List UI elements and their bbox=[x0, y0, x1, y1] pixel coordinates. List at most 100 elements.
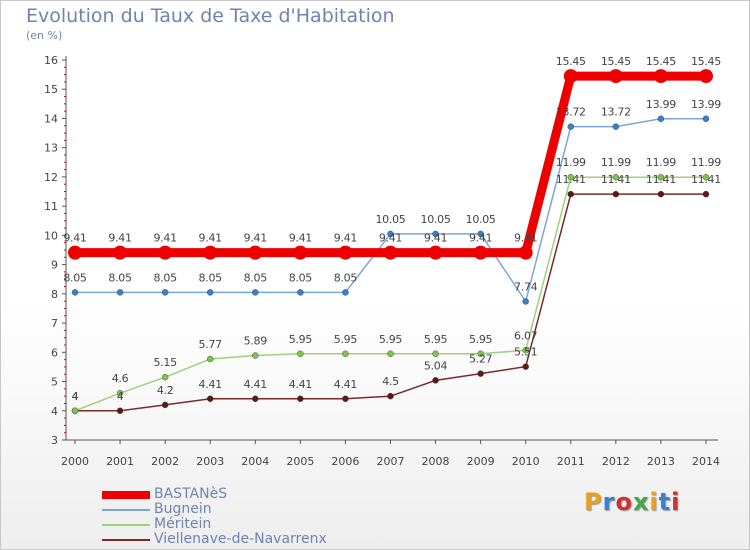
data-label: 4.41 bbox=[244, 378, 267, 391]
series-marker bbox=[608, 69, 623, 84]
legend-swatch-viellenave bbox=[102, 538, 150, 541]
data-label: 7.74 bbox=[514, 280, 538, 293]
series-marker bbox=[297, 289, 304, 296]
series-marker bbox=[518, 245, 533, 260]
data-label: 4 bbox=[72, 390, 79, 403]
data-label: 13.99 bbox=[691, 98, 721, 111]
data-label: 9.41 bbox=[469, 232, 492, 245]
series-marker bbox=[473, 245, 488, 260]
series-marker bbox=[657, 190, 665, 198]
y-tick-label: 15 bbox=[44, 83, 58, 96]
series-marker bbox=[252, 352, 259, 359]
legend-label-bugnein: Bugnein bbox=[154, 501, 212, 517]
legend-item-bastanes: BASTANèS bbox=[102, 487, 327, 502]
data-label: 5.95 bbox=[424, 333, 448, 346]
series-marker bbox=[387, 350, 394, 357]
data-label: 5.15 bbox=[153, 356, 177, 369]
data-label: 8.05 bbox=[334, 271, 358, 284]
legend-swatch-bugnein bbox=[102, 508, 150, 511]
y-tick-label: 14 bbox=[44, 112, 58, 125]
x-tick-label: 2009 bbox=[467, 455, 495, 468]
series-marker bbox=[477, 350, 484, 357]
x-tick-label: 2011 bbox=[557, 455, 585, 468]
y-tick-label: 6 bbox=[51, 346, 58, 359]
series-marker bbox=[657, 174, 665, 181]
chart-title: Evolution du Taux de Taxe d'Habitation bbox=[26, 5, 395, 27]
x-tick-label: 2000 bbox=[61, 455, 89, 468]
series-marker bbox=[432, 377, 439, 384]
y-tick-label: 9 bbox=[51, 259, 58, 272]
legend-label-viellenave: Viellenave-de-Navarrenx bbox=[154, 531, 327, 547]
data-label: 9.41 bbox=[289, 232, 312, 245]
data-label: 9.41 bbox=[199, 232, 222, 245]
data-label: 4.41 bbox=[334, 378, 357, 391]
series-marker bbox=[161, 401, 169, 409]
axes: 3 4 5 6 7 8 9 10 11 12 13 14 15 16 2000 2001 2002 2003 200… bbox=[44, 54, 720, 468]
series-marker bbox=[432, 350, 439, 357]
data-label: 4.41 bbox=[199, 378, 222, 391]
series-marker bbox=[567, 190, 574, 198]
data-label: 15.45 bbox=[556, 55, 586, 68]
series-marker bbox=[297, 395, 304, 402]
logo-letter: x bbox=[632, 488, 650, 516]
data-label: 4 bbox=[117, 390, 124, 403]
data-label: 15.45 bbox=[646, 55, 676, 68]
series-marker bbox=[698, 69, 713, 84]
y-tick-label: 11 bbox=[44, 200, 58, 213]
data-label: 15.45 bbox=[691, 55, 721, 68]
series-marker bbox=[203, 245, 218, 260]
series-marker bbox=[68, 245, 82, 260]
data-label: 9.41 bbox=[424, 232, 447, 245]
logo-letter: P bbox=[584, 488, 603, 516]
series-marker bbox=[567, 123, 574, 130]
y-tick-label: 3 bbox=[51, 434, 58, 447]
series-marker bbox=[522, 347, 529, 354]
series-marker bbox=[563, 69, 578, 84]
legend-label-meritein: Méritein bbox=[154, 516, 212, 532]
data-label: 5.95 bbox=[334, 333, 358, 346]
y-tick-label: 12 bbox=[44, 171, 58, 184]
series-marker bbox=[293, 245, 308, 260]
legend-item-viellenave: Viellenave-de-Navarrenx bbox=[102, 532, 327, 547]
legend-label-bastanes: BASTANèS bbox=[154, 486, 228, 502]
series-marker bbox=[522, 363, 529, 370]
legend-swatch-bastanes bbox=[102, 490, 150, 499]
x-tick-label: 2006 bbox=[331, 455, 359, 468]
legend-swatch-meritein bbox=[102, 523, 150, 526]
data-label: 10.05 bbox=[375, 213, 405, 226]
x-tick-label: 2012 bbox=[602, 455, 630, 468]
series-marker bbox=[567, 174, 574, 181]
y-tick-label: 16 bbox=[44, 54, 58, 67]
series-marker bbox=[477, 370, 484, 377]
series-marker bbox=[161, 373, 169, 381]
chart-subtitle: (en %) bbox=[26, 29, 63, 42]
proxiti-logo: Proxiti bbox=[584, 488, 680, 516]
data-label: 11.99 bbox=[646, 156, 676, 169]
series-marker bbox=[383, 245, 398, 260]
series-marker bbox=[297, 350, 304, 357]
series-marker bbox=[657, 115, 665, 122]
x-tick-label: 2010 bbox=[512, 455, 540, 468]
series-marker bbox=[612, 123, 620, 130]
logo-letter: i bbox=[671, 488, 681, 516]
data-label: 5.89 bbox=[244, 335, 268, 348]
data-label: 10.05 bbox=[421, 213, 451, 226]
series-marker bbox=[252, 395, 259, 402]
series-marker bbox=[252, 289, 259, 296]
logo-letter: o bbox=[615, 488, 633, 516]
series-marker bbox=[612, 174, 620, 181]
data-label: 5.27 bbox=[469, 353, 493, 366]
data-label: 5.95 bbox=[379, 333, 403, 346]
data-label: 13.72 bbox=[556, 106, 586, 119]
data-label: 9.41 bbox=[334, 232, 357, 245]
data-label: 9.41 bbox=[63, 232, 86, 245]
y-tick-label: 5 bbox=[51, 376, 58, 389]
data-label: 8.05 bbox=[289, 271, 313, 284]
logo-letter: i bbox=[649, 488, 659, 516]
series-marker bbox=[116, 407, 124, 414]
y-tick-label: 10 bbox=[44, 229, 58, 242]
x-tick-label: 2014 bbox=[692, 455, 720, 468]
data-label: 9.41 bbox=[244, 232, 267, 245]
